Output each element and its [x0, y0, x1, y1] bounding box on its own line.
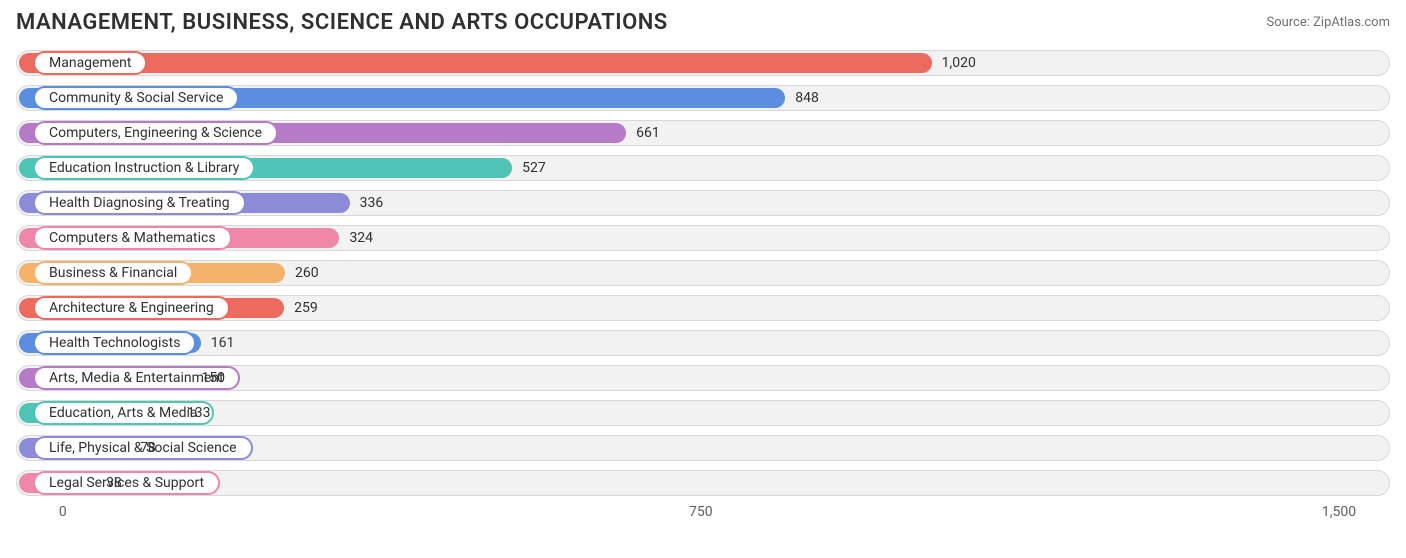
chart-container: MANAGEMENT, BUSINESS, SCIENCE AND ARTS O… — [0, 0, 1406, 530]
bar-row: Health Technologists 161 — [16, 325, 1390, 360]
bar-row: Arts, Media & Entertainment150 — [16, 360, 1390, 395]
bar-category-label: Business & Financial — [33, 261, 193, 285]
chart-source: Source: ZipAtlas.com — [1266, 15, 1390, 30]
bar-row: Community & Social Service 848 — [16, 80, 1390, 115]
axis-tick: 1,500 — [1322, 504, 1356, 520]
bar-category-label: Computers & Mathematics — [33, 226, 232, 250]
bar-fill — [19, 53, 932, 73]
bar-category-label: Computers, Engineering & Science — [33, 121, 278, 145]
bar-value-label: 161 — [211, 335, 235, 351]
bar-category-label: Education Instruction & Library — [33, 156, 255, 180]
bar-track: Life, Physical & Social Science78 — [16, 435, 1390, 461]
bar-row: Education Instruction & Library 527 — [16, 150, 1390, 185]
bar-row: Legal Services & Support38 — [16, 465, 1390, 500]
bar-row: Computers, Engineering & Science 661 — [16, 115, 1390, 150]
bar-track: Education, Arts & Media133 — [16, 400, 1390, 426]
axis-tick: 0 — [59, 504, 67, 520]
bar-track: Computers, Engineering & Science 661 — [16, 120, 1390, 146]
bar-value-label: 336 — [360, 195, 384, 211]
bar-row: Education, Arts & Media133 — [16, 395, 1390, 430]
bar-track: Architecture & Engineering 259 — [16, 295, 1390, 321]
bar-track: Arts, Media & Entertainment150 — [16, 365, 1390, 391]
chart-rows: Management 1,020 Community & Social Servic… — [16, 45, 1390, 500]
bar-value-label: 661 — [636, 125, 660, 141]
x-axis: 0 750 1,500 — [16, 504, 1390, 528]
bar-row: Life, Physical & Social Science78 — [16, 430, 1390, 465]
bar-value-label: 260 — [295, 265, 319, 281]
bar-value-label: 133 — [187, 405, 211, 421]
bar-value-label: 38 — [106, 475, 122, 491]
bar-row: Management 1,020 — [16, 45, 1390, 80]
chart-header: MANAGEMENT, BUSINESS, SCIENCE AND ARTS O… — [16, 10, 1390, 35]
chart-plot: Management 1,020 Community & Social Servic… — [16, 45, 1390, 530]
bar-category-label: Architecture & Engineering — [33, 296, 230, 320]
bar-category-label: Health Technologists — [33, 331, 196, 355]
bar-category-label: Community & Social Service — [33, 86, 239, 110]
bar-value-label: 1,020 — [942, 55, 976, 71]
chart-title: MANAGEMENT, BUSINESS, SCIENCE AND ARTS O… — [16, 10, 668, 35]
bar-track: Computers & Mathematics 324 — [16, 225, 1390, 251]
bar-value-label: 78 — [140, 440, 156, 456]
bar-track: Health Diagnosing & Treating 336 — [16, 190, 1390, 216]
bar-row: Computers & Mathematics 324 — [16, 220, 1390, 255]
bar-value-label: 324 — [349, 230, 373, 246]
bar-value-label: 259 — [294, 300, 318, 316]
bar-row: Health Diagnosing & Treating 336 — [16, 185, 1390, 220]
bar-track: Education Instruction & Library 527 — [16, 155, 1390, 181]
bar-row: Business & Financial 260 — [16, 255, 1390, 290]
bar-value-label: 848 — [795, 90, 819, 106]
bar-track: Business & Financial 260 — [16, 260, 1390, 286]
bar-category-label: Legal Services & Support — [33, 471, 220, 495]
bar-category-label: Health Diagnosing & Treating — [33, 191, 246, 215]
bar-row: Architecture & Engineering 259 — [16, 290, 1390, 325]
bar-track: Health Technologists 161 — [16, 330, 1390, 356]
bar-track: Community & Social Service 848 — [16, 85, 1390, 111]
axis-tick: 750 — [689, 504, 713, 520]
bar-category-label: Management — [33, 51, 147, 75]
bar-track: Legal Services & Support38 — [16, 470, 1390, 496]
bar-value-label: 150 — [201, 370, 225, 386]
bar-value-label: 527 — [522, 160, 546, 176]
bar-track: Management 1,020 — [16, 50, 1390, 76]
